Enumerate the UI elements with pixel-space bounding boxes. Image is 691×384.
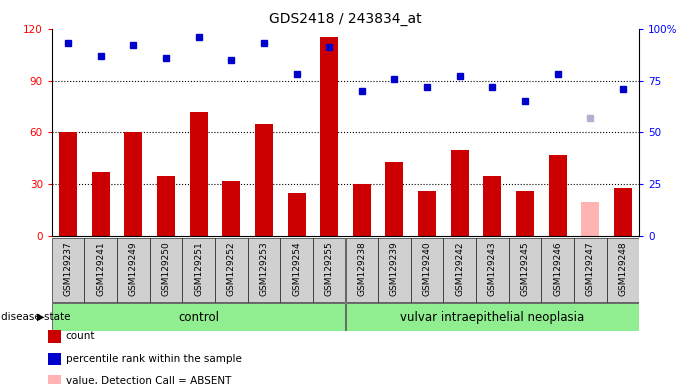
Bar xyxy=(92,172,110,236)
Bar xyxy=(541,238,574,302)
Text: GSM129252: GSM129252 xyxy=(227,242,236,296)
Bar xyxy=(607,238,639,302)
Bar xyxy=(182,238,215,302)
Bar xyxy=(509,238,541,302)
Text: GSM129255: GSM129255 xyxy=(325,242,334,296)
Bar xyxy=(287,193,305,236)
Text: count: count xyxy=(66,331,95,341)
Bar xyxy=(484,176,501,236)
Text: GSM129243: GSM129243 xyxy=(488,242,497,296)
Bar xyxy=(223,181,240,236)
Bar xyxy=(255,124,273,236)
Text: GSM129247: GSM129247 xyxy=(586,242,595,296)
Text: GSM129245: GSM129245 xyxy=(520,242,529,296)
Bar xyxy=(581,202,599,236)
Text: GSM129249: GSM129249 xyxy=(129,242,138,296)
Bar xyxy=(378,238,410,302)
Bar xyxy=(476,238,509,302)
Text: GSM129242: GSM129242 xyxy=(455,242,464,296)
Text: GSM129250: GSM129250 xyxy=(162,242,171,296)
Bar xyxy=(574,238,607,302)
Text: GSM129251: GSM129251 xyxy=(194,242,203,296)
Text: GSM129248: GSM129248 xyxy=(618,242,627,296)
Text: GSM129239: GSM129239 xyxy=(390,242,399,296)
Text: value, Detection Call = ABSENT: value, Detection Call = ABSENT xyxy=(66,376,231,384)
Bar xyxy=(418,191,436,236)
Bar xyxy=(52,238,84,302)
Text: ▶: ▶ xyxy=(37,312,45,322)
Bar xyxy=(215,238,247,302)
Bar xyxy=(313,238,346,302)
Bar xyxy=(117,238,150,302)
Bar xyxy=(190,112,207,236)
Bar xyxy=(346,238,378,302)
Bar xyxy=(84,238,117,302)
Bar xyxy=(150,238,182,302)
Bar xyxy=(410,238,444,302)
Bar xyxy=(52,303,345,331)
Text: GSM129238: GSM129238 xyxy=(357,242,366,296)
Text: GSM129241: GSM129241 xyxy=(96,242,105,296)
Bar xyxy=(614,188,632,236)
Bar xyxy=(281,238,313,302)
Text: GSM129240: GSM129240 xyxy=(423,242,432,296)
Bar xyxy=(451,150,468,236)
Bar xyxy=(516,191,534,236)
Bar xyxy=(444,238,476,302)
Text: vulvar intraepithelial neoplasia: vulvar intraepithelial neoplasia xyxy=(400,311,585,324)
Text: GSM129237: GSM129237 xyxy=(64,242,73,296)
Text: GSM129254: GSM129254 xyxy=(292,242,301,296)
Text: control: control xyxy=(178,311,219,324)
Bar xyxy=(247,238,281,302)
Bar xyxy=(353,184,371,236)
Bar xyxy=(59,132,77,236)
Bar xyxy=(346,303,639,331)
Bar xyxy=(386,162,404,236)
Text: GSM129246: GSM129246 xyxy=(553,242,562,296)
Bar xyxy=(320,37,338,236)
Bar xyxy=(549,155,567,236)
Text: GSM129253: GSM129253 xyxy=(259,242,268,296)
Bar xyxy=(124,132,142,236)
Bar xyxy=(157,176,175,236)
Title: GDS2418 / 243834_at: GDS2418 / 243834_at xyxy=(269,12,422,26)
Text: disease state: disease state xyxy=(1,312,70,322)
Text: percentile rank within the sample: percentile rank within the sample xyxy=(66,354,242,364)
